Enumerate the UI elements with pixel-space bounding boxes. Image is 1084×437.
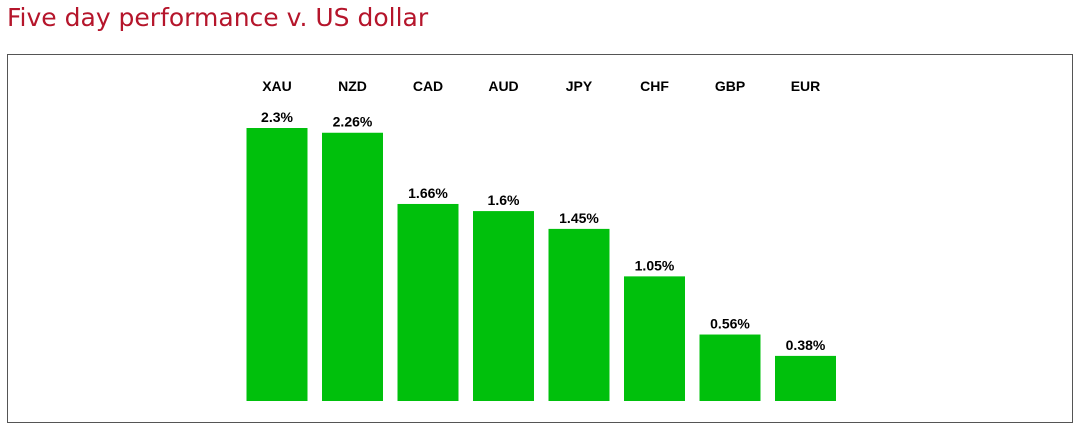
chart-frame: XAU 2.3% NZD 2.26% CAD 1.66% AUD 1.6% JPY 1.45% CH… (7, 54, 1073, 423)
bar-nzd (322, 132, 383, 401)
value-label-nzd: 2.26% (333, 114, 373, 130)
category-label-chf: CHF (640, 78, 669, 94)
bar-chart: XAU 2.3% NZD 2.26% CAD 1.66% AUD 1.6% JPY 1.45% CH… (246, 78, 836, 401)
value-label-xau: 2.3% (261, 109, 293, 125)
value-label-aud: 1.6% (488, 192, 520, 208)
bar-aud (473, 211, 534, 401)
category-label-jpy: JPY (566, 78, 593, 94)
page-title: Five day performance v. US dollar (7, 3, 429, 32)
category-label-nzd: NZD (338, 78, 367, 94)
value-label-eur: 0.38% (786, 337, 826, 353)
bar-xau (246, 128, 308, 401)
value-label-chf: 1.05% (635, 257, 675, 273)
bar-chf (624, 276, 685, 401)
category-label-aud: AUD (488, 78, 518, 94)
value-label-gbp: 0.56% (710, 316, 750, 332)
category-label-eur: EUR (791, 78, 821, 94)
bar-gbp (699, 334, 761, 401)
bar-eur (775, 355, 836, 401)
category-label-xau: XAU (262, 78, 292, 94)
category-label-cad: CAD (413, 78, 443, 94)
category-label-gbp: GBP (715, 78, 745, 94)
value-label-jpy: 1.45% (559, 210, 599, 226)
bar-cad (397, 203, 459, 401)
value-label-cad: 1.66% (408, 185, 448, 201)
bar-jpy (548, 228, 610, 401)
